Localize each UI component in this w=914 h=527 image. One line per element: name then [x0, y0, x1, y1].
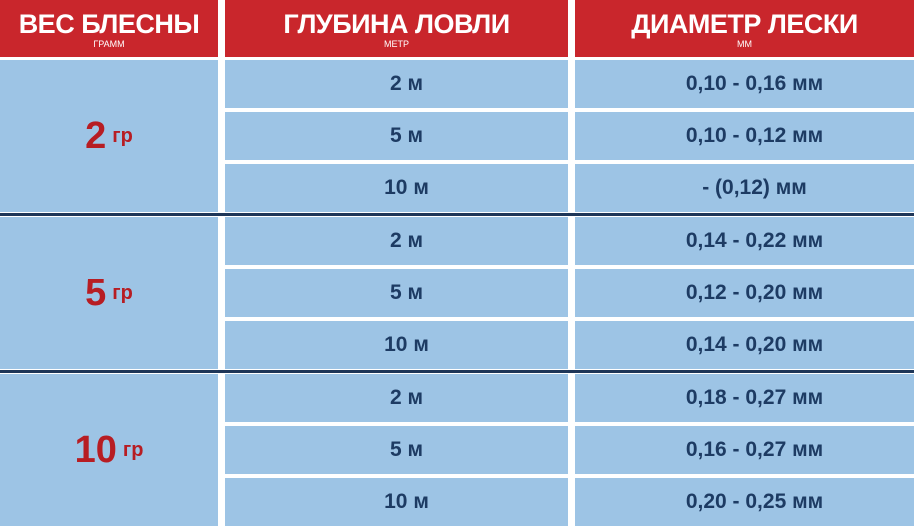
weight-value: 10 — [74, 428, 117, 471]
weight-unit: гр — [122, 438, 144, 461]
depth-cell: 5 м — [225, 426, 568, 474]
depth-cell: 2 м — [225, 60, 568, 108]
weight-unit: гр — [112, 124, 133, 147]
diameter-text: 0,14 - 0,20 мм — [685, 333, 824, 356]
weight-unit: гр — [112, 281, 133, 304]
depth-text: 5 м — [389, 124, 424, 147]
weight-value: 5 — [85, 271, 107, 314]
diameter-cell: 0,20 - 0,25 мм — [575, 478, 914, 526]
depth-cell: 5 м — [225, 269, 568, 317]
header-cell: ВЕС БЛЕСНЫ ГРАММ — [0, 0, 218, 57]
depth-text: 5 м — [389, 281, 424, 304]
header-unit: МЕТР — [383, 38, 409, 49]
group-separator — [0, 370, 914, 373]
weight-cell: 5 гр — [0, 217, 218, 369]
diameter-cell: 0,10 - 0,16 мм — [575, 60, 914, 108]
diameter-text: 0,12 - 0,20 мм — [685, 281, 824, 304]
diameter-cell: 0,16 - 0,27 мм — [575, 426, 914, 474]
weight-value: 2 — [85, 114, 107, 157]
group-separator — [0, 213, 914, 216]
depth-text: 10 м — [384, 490, 429, 513]
diameter-text: 0,18 - 0,27 мм — [685, 386, 824, 409]
diameter-cell: 0,14 - 0,20 мм — [575, 321, 914, 369]
depth-cell: 10 м — [225, 321, 568, 369]
depth-cell: 2 м — [225, 217, 568, 265]
diameter-cell: 0,10 - 0,12 мм — [575, 112, 914, 160]
depth-text: 5 м — [389, 438, 424, 461]
header-cell: ДИАМЕТР ЛЕСКИ ММ — [575, 0, 914, 57]
weight-cell: 2 гр — [0, 60, 218, 212]
header-title: ГЛУБИНА ЛОВЛИ — [283, 8, 510, 39]
diameter-text: 0,10 - 0,12 мм — [685, 124, 824, 147]
diameter-text: 0,16 - 0,27 мм — [685, 438, 824, 461]
diameter-text: - (0,12) мм — [702, 176, 807, 199]
diameter-cell: 0,14 - 0,22 мм — [575, 217, 914, 265]
header-cell: ГЛУБИНА ЛОВЛИ МЕТР — [225, 0, 568, 57]
depth-cell: 10 м — [225, 478, 568, 526]
header-title: ДИАМЕТР ЛЕСКИ — [631, 8, 858, 39]
depth-cell: 2 м — [225, 374, 568, 422]
header-title: ВЕС БЛЕСНЫ — [18, 8, 200, 39]
diameter-text: 0,10 - 0,16 мм — [685, 72, 824, 95]
depth-text: 2 м — [389, 386, 424, 409]
depth-text: 10 м — [384, 333, 429, 356]
weight-cell: 10 гр — [0, 374, 218, 526]
depth-text: 10 м — [384, 176, 429, 199]
diameter-text: 0,14 - 0,22 мм — [685, 229, 824, 252]
header-unit: ГРАММ — [93, 38, 125, 49]
depth-cell: 5 м — [225, 112, 568, 160]
diameter-text: 0,20 - 0,25 мм — [685, 490, 824, 513]
depth-text: 2 м — [389, 72, 424, 95]
diameter-cell: 0,18 - 0,27 мм — [575, 374, 914, 422]
diameter-cell: 0,12 - 0,20 мм — [575, 269, 914, 317]
depth-text: 2 м — [389, 229, 424, 252]
diameter-cell: - (0,12) мм — [575, 164, 914, 212]
depth-cell: 10 м — [225, 164, 568, 212]
header-unit: ММ — [737, 38, 752, 49]
